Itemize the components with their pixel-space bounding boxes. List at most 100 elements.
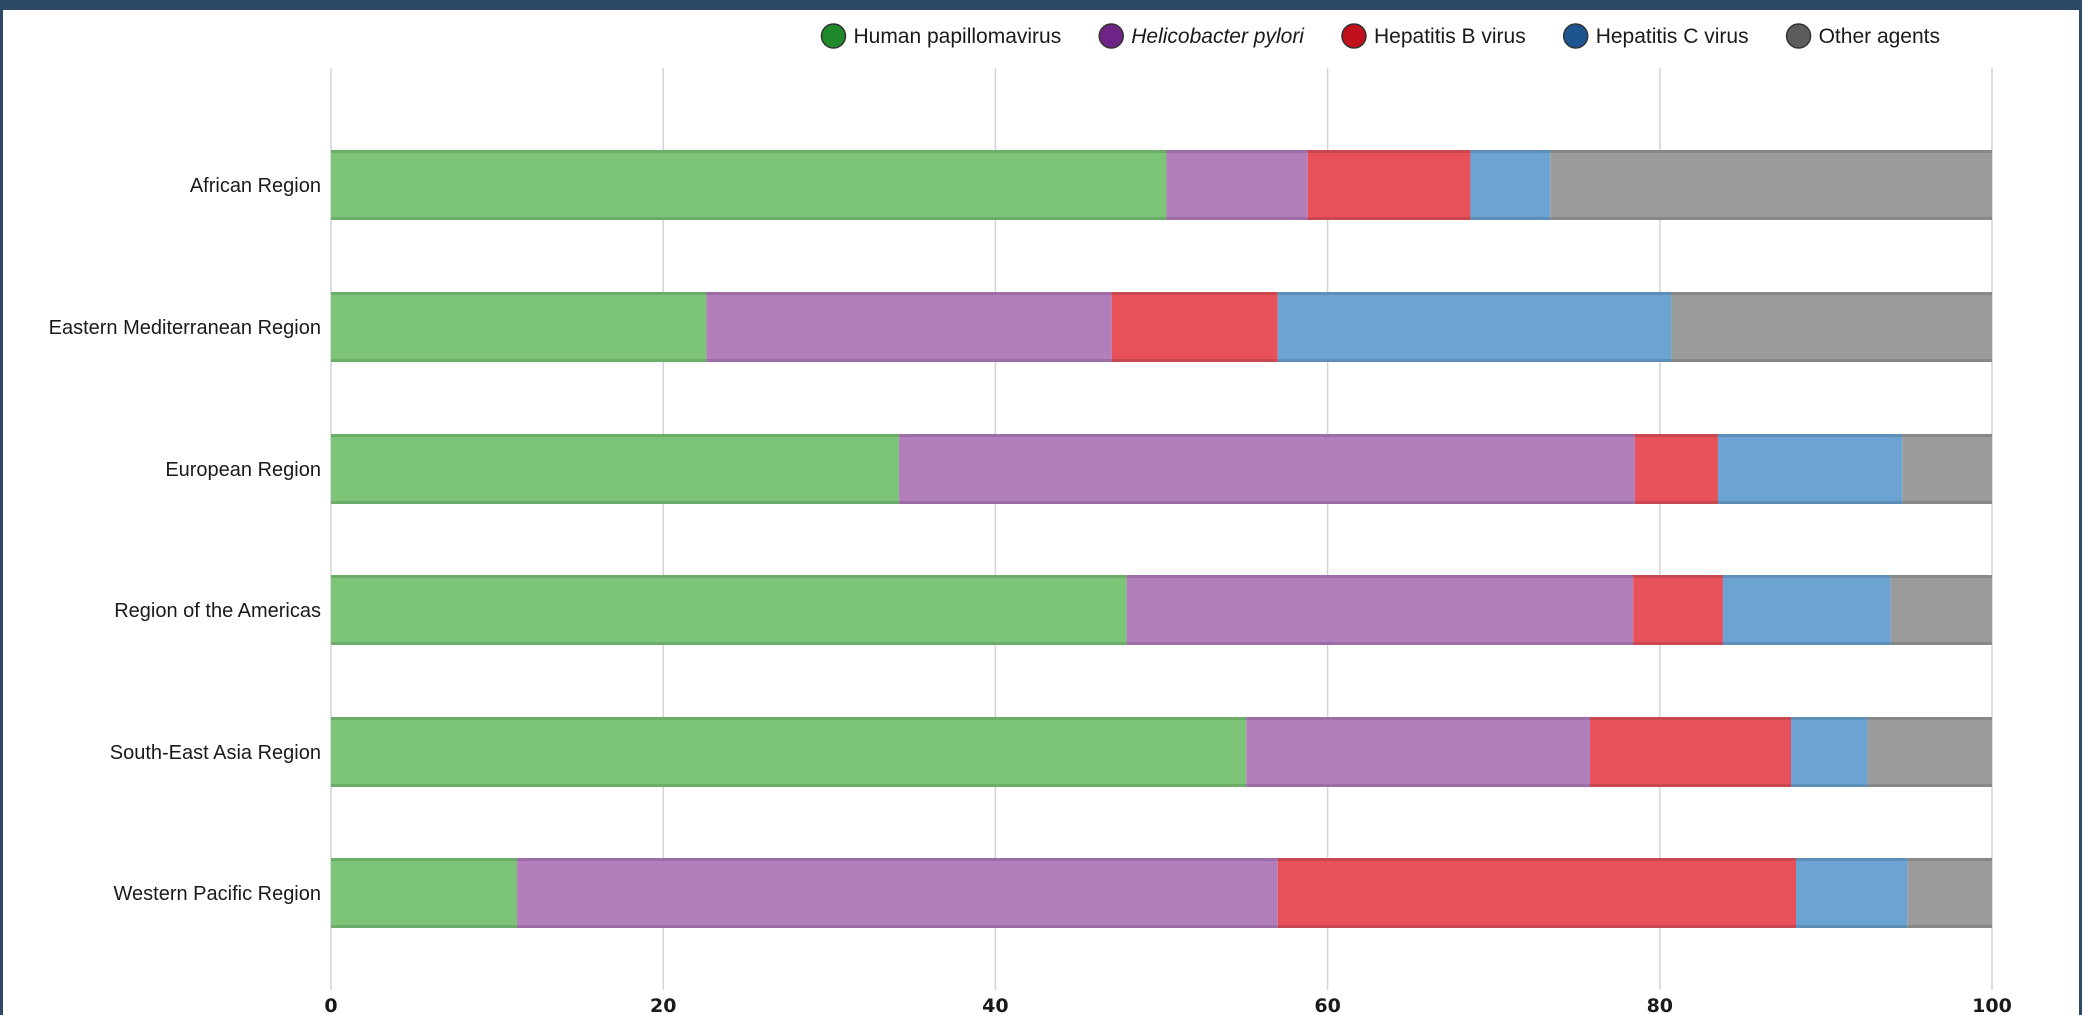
- x-tick-label-20: 20: [650, 995, 676, 1015]
- bar-segment-top-edge: [1633, 575, 1723, 578]
- legend-marker-0: [820, 23, 847, 49]
- legend-item-3[interactable]: Hepatitis C virus: [1562, 23, 1749, 49]
- bar-segment-2-2: [1634, 434, 1718, 504]
- x-tick-label-40: 40: [982, 995, 1008, 1015]
- bar-segment-bottom-edge: [1791, 784, 1868, 787]
- bar-segment-bottom-edge: [1166, 217, 1308, 220]
- bar-segment-bottom-edge: [1671, 359, 1992, 362]
- bar-segment-3-1: [1126, 575, 1634, 645]
- bar-segment-top-edge: [1722, 575, 1891, 578]
- legend-label-3: Hepatitis C virus: [1596, 25, 1749, 48]
- legend-item-1[interactable]: Helicobacter pylori: [1098, 23, 1305, 49]
- category-label-1: Eastern Mediterranean Region: [49, 317, 321, 339]
- bar-segment-bottom-edge: [517, 925, 1278, 928]
- bar-segment-5-0: [331, 858, 518, 928]
- bar-segment-2-4: [1902, 434, 1992, 504]
- bar-segment-bottom-edge: [1867, 784, 1992, 787]
- x-tick-label-60: 60: [1314, 995, 1340, 1015]
- bar-segment-top-edge: [1277, 858, 1797, 861]
- legend-item-4[interactable]: Other agents: [1785, 23, 1940, 49]
- bars-layer: [331, 150, 1992, 928]
- bar-segment-4-3: [1791, 717, 1868, 787]
- bar-segment-bottom-edge: [1634, 501, 1718, 504]
- bar-segment-bottom-edge: [1890, 642, 1992, 645]
- category-label-5: Western Pacific Region: [114, 883, 322, 905]
- bar-segment-4-1: [1246, 717, 1591, 787]
- bar-segment-bottom-edge: [331, 217, 1167, 220]
- bar-segment-top-edge: [1791, 717, 1868, 720]
- bar-segment-4-4: [1867, 717, 1992, 787]
- bar-segment-top-edge: [331, 858, 518, 861]
- bar-segment-bottom-edge: [1722, 642, 1891, 645]
- bar-segment-top-edge: [1902, 434, 1992, 437]
- bar-segment-top-edge: [1717, 434, 1903, 437]
- bar-segment-bottom-edge: [331, 501, 900, 504]
- bar-segment-bottom-edge: [1277, 359, 1672, 362]
- bar-segment-top-edge: [899, 434, 1635, 437]
- bar-segment-bottom-edge: [1307, 217, 1471, 220]
- bar-segment-5-2: [1277, 858, 1797, 928]
- legend-marker-2: [1341, 23, 1367, 49]
- bar-segment-1-3: [1277, 292, 1672, 362]
- legend-label-1: Helicobacter pylori: [1131, 25, 1305, 48]
- category-labels: African Region Eastern Mediterranean Regi…: [49, 175, 321, 905]
- bar-segment-top-edge: [1246, 717, 1591, 720]
- bar-segment-top-edge: [1634, 434, 1718, 437]
- bar-segment-bottom-edge: [1907, 925, 1992, 928]
- bar-segment-top-edge: [1166, 150, 1308, 153]
- bar-segment-3-0: [331, 575, 1127, 645]
- bar-segment-5-3: [1796, 858, 1908, 928]
- bar-segment-top-edge: [1590, 717, 1792, 720]
- bar-segment-bottom-edge: [1717, 501, 1903, 504]
- bar-segment-bottom-edge: [331, 359, 707, 362]
- legend-marker-4: [1785, 23, 1812, 49]
- bar-segment-bottom-edge: [1796, 925, 1908, 928]
- bar-segment-bottom-edge: [331, 642, 1127, 645]
- category-label-0: African Region: [190, 175, 321, 197]
- bar-segment-bottom-edge: [1590, 784, 1792, 787]
- bar-segment-bottom-edge: [1111, 359, 1278, 362]
- bar-segment-1-4: [1671, 292, 1992, 362]
- category-label-2: European Region: [165, 459, 321, 481]
- bar-segment-5-4: [1907, 858, 1992, 928]
- bar-segment-top-edge: [1890, 575, 1992, 578]
- bar-segment-top-edge: [331, 292, 707, 295]
- bar-segment-0-4: [1550, 150, 1992, 220]
- category-label-4: South-East Asia Region: [110, 742, 321, 764]
- bar-segment-top-edge: [1907, 858, 1992, 861]
- chart-frame: African Region Eastern Mediterranean Regi…: [3, 10, 2079, 1015]
- bar-segment-2-1: [899, 434, 1635, 504]
- bar-segment-top-edge: [331, 150, 1167, 153]
- bar-segment-3-4: [1890, 575, 1992, 645]
- x-tick-label-100: 100: [1972, 995, 2012, 1015]
- x-tick-label-0: 0: [324, 995, 337, 1015]
- bar-segment-top-edge: [517, 858, 1278, 861]
- bar-segment-top-edge: [1126, 575, 1634, 578]
- bar-segment-2-0: [331, 434, 900, 504]
- legend-item-0[interactable]: Human papillomavirus: [820, 23, 1061, 49]
- bar-segment-1-2: [1111, 292, 1278, 362]
- bar-segment-bottom-edge: [331, 784, 1247, 787]
- bar-segment-5-1: [517, 858, 1278, 928]
- legend-label-4: Other agents: [1819, 25, 1940, 48]
- bar-segment-top-edge: [1470, 150, 1551, 153]
- bar-segment-3-2: [1633, 575, 1723, 645]
- bar-segment-top-edge: [706, 292, 1112, 295]
- bar-segment-0-2: [1307, 150, 1471, 220]
- bar-segment-top-edge: [331, 717, 1247, 720]
- category-label-3: Region of the Americas: [114, 600, 321, 622]
- bar-segment-0-3: [1470, 150, 1551, 220]
- legend-item-2[interactable]: Hepatitis B virus: [1341, 23, 1526, 49]
- bar-segment-bottom-edge: [1246, 784, 1591, 787]
- bar-segment-0-1: [1166, 150, 1308, 220]
- bar-segment-1-1: [706, 292, 1112, 362]
- legend-marker-3: [1562, 23, 1589, 49]
- bar-segment-top-edge: [331, 575, 1127, 578]
- bar-segment-bottom-edge: [1550, 217, 1992, 220]
- bar-segment-bottom-edge: [1902, 501, 1992, 504]
- bar-segment-top-edge: [1307, 150, 1471, 153]
- bar-segment-3-3: [1722, 575, 1891, 645]
- legend-marker-1: [1098, 23, 1124, 49]
- x-tick-label-80: 80: [1647, 995, 1673, 1015]
- bar-segment-0-0: [331, 150, 1167, 220]
